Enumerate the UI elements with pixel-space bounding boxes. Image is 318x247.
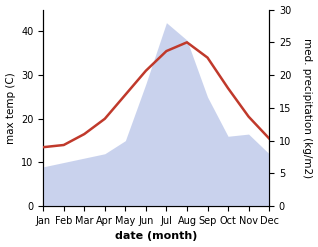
X-axis label: date (month): date (month) <box>115 231 197 242</box>
Y-axis label: med. precipitation (kg/m2): med. precipitation (kg/m2) <box>302 38 313 178</box>
Y-axis label: max temp (C): max temp (C) <box>5 72 16 144</box>
